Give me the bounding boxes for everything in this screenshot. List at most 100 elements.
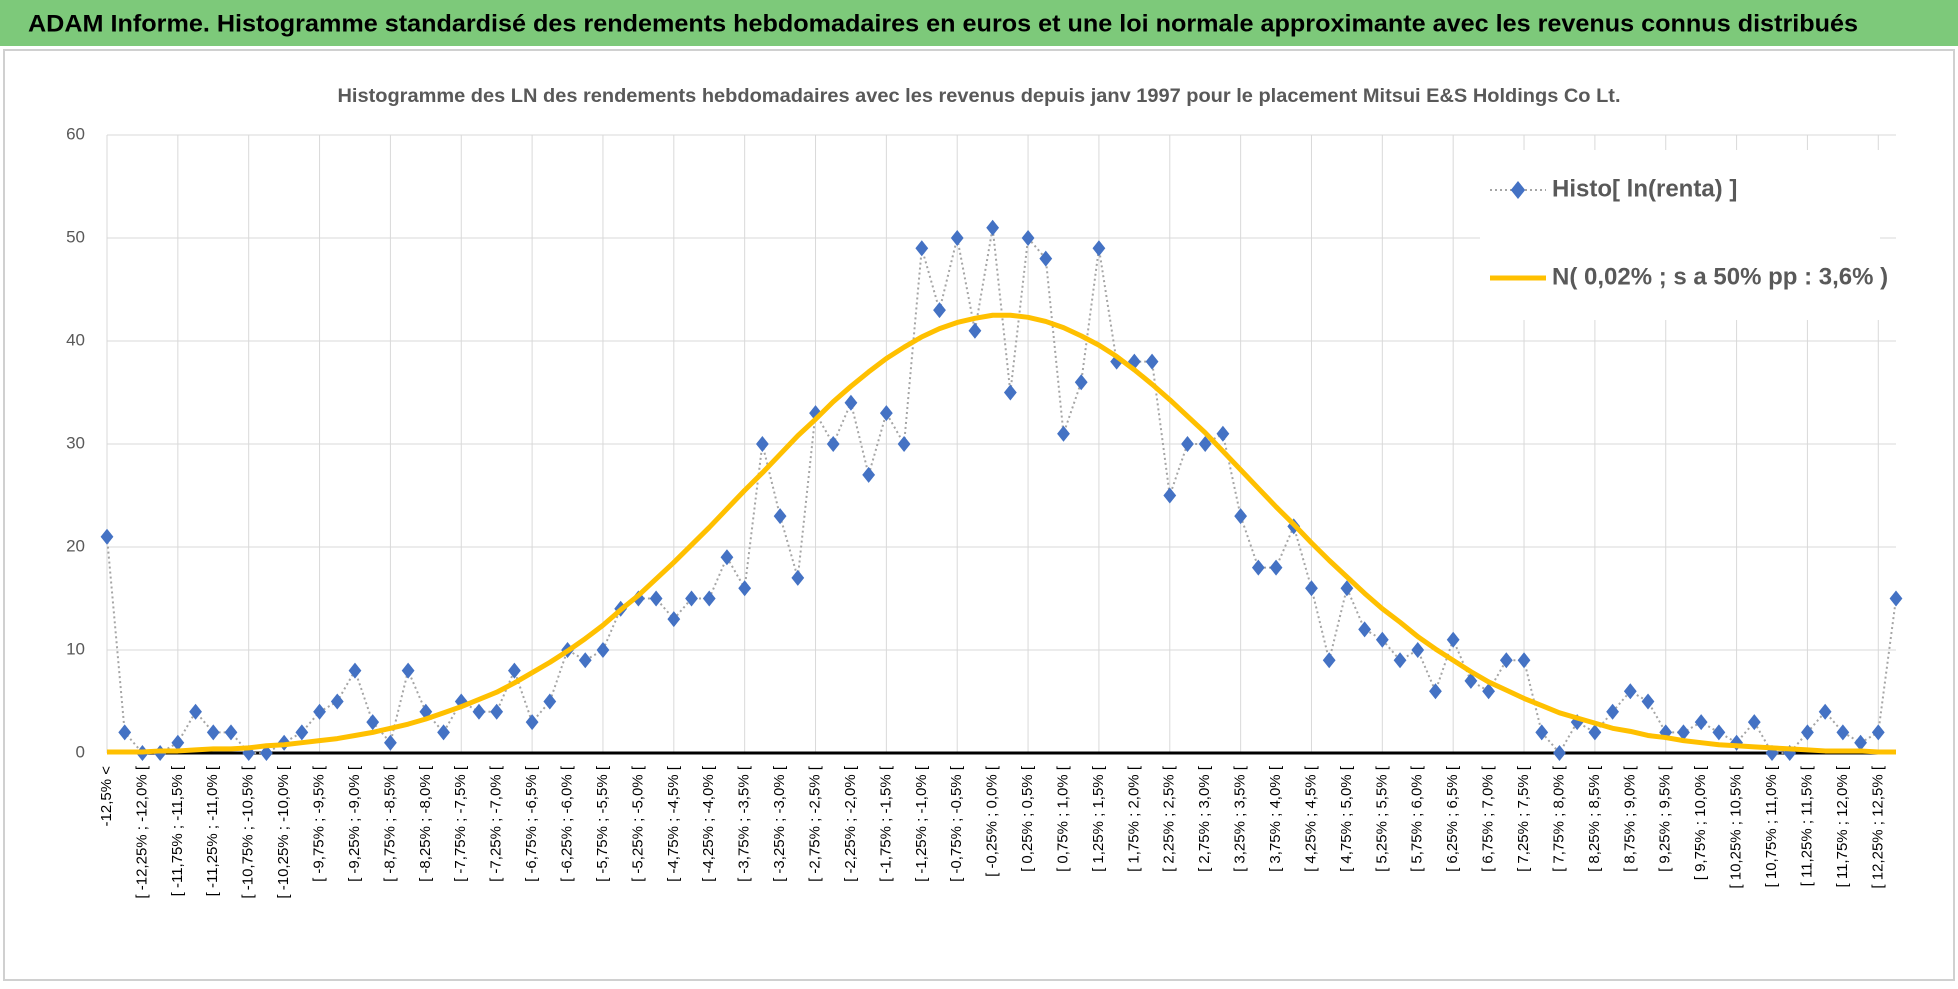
data-point <box>667 611 681 628</box>
data-point <box>260 745 273 761</box>
x-tick-label: [ -7,25% ; -7,0% [ <box>488 765 505 882</box>
x-tick-label: [ 6,25% ; 6,5% [ <box>1444 765 1461 872</box>
x-tick-label: [ -10,25% ; -10,0% [ <box>275 765 292 898</box>
data-point <box>348 662 362 679</box>
x-tick-label: [ 5,75% ; 6,0% [ <box>1409 765 1426 872</box>
data-point <box>649 590 663 607</box>
data-point <box>1269 559 1283 576</box>
legend-marker <box>1510 181 1526 199</box>
x-tick-label: [ -11,75% ; -11,5% [ <box>169 765 186 896</box>
series-line <box>107 312 1896 755</box>
x-tick-label: [ -0,75% ; -0,5% [ <box>948 765 965 882</box>
data-point <box>472 703 486 720</box>
data-point <box>1393 652 1407 669</box>
data-point <box>826 436 840 452</box>
x-tick-label: [ -6,25% ; -6,0% [ <box>559 765 576 882</box>
data-point <box>1517 652 1531 669</box>
x-tick-label: [ 8,25% ; 8,5% [ <box>1586 765 1603 872</box>
data-point <box>879 405 893 422</box>
x-tick-label: [ 10,75% ; 11,0% [ <box>1763 765 1780 887</box>
x-tick-label: [ -3,75% ; -3,5% [ <box>736 765 753 882</box>
data-point <box>295 724 309 741</box>
data-point <box>1570 714 1584 731</box>
x-tick-label: -12,5% < <box>98 766 115 827</box>
data-point <box>933 302 946 319</box>
data-point <box>384 734 397 751</box>
data-point <box>755 436 769 452</box>
data-point <box>1535 724 1549 741</box>
data-point <box>1322 652 1336 669</box>
x-tick-label: [ 11,75% ; 12,0% [ <box>1834 765 1851 887</box>
y-tick-label: 30 <box>66 433 85 452</box>
y-tick-label: 40 <box>66 330 85 349</box>
data-point <box>685 590 698 607</box>
data-point <box>1818 703 1832 720</box>
y-tick-label: 50 <box>66 227 85 246</box>
data-point <box>1198 436 1212 452</box>
x-tick-label: [ 12,25% ; 12,5% [ <box>1869 765 1886 888</box>
data-point <box>1836 724 1850 741</box>
x-tick-label: [ -8,25% ; -8,0% [ <box>417 765 434 882</box>
data-point <box>1854 734 1867 751</box>
page-title: ADAM Informe. Histogramme standardisé de… <box>28 10 1858 37</box>
x-tick-label: [ -10,75% ; -10,5% [ <box>240 765 257 898</box>
x-tick-label: [ 4,75% ; 5,0% [ <box>1338 765 1355 872</box>
x-tick-label: [ 1,25% ; 1,5% [ <box>1090 765 1107 872</box>
x-tick-label: [ 8,75% ; 9,0% [ <box>1621 765 1638 872</box>
x-tick-label: [ -5,75% ; -5,5% [ <box>594 765 611 882</box>
x-tick-label: [ -6,75% ; -6,5% [ <box>523 765 540 882</box>
data-point <box>862 466 876 483</box>
data-point <box>1623 683 1637 700</box>
data-point <box>897 436 911 452</box>
x-tick-label: [ 6,75% ; 7,0% [ <box>1480 765 1497 872</box>
data-point <box>844 394 858 411</box>
data-point <box>915 240 929 257</box>
x-tick-label: [ -5,25% ; -5,0% [ <box>629 765 646 882</box>
data-point <box>330 693 344 710</box>
data-point <box>578 652 592 669</box>
data-point <box>702 590 716 607</box>
data-point <box>224 724 238 741</box>
x-tick-label: [ 7,75% ; 8,0% [ <box>1550 765 1567 872</box>
data-point <box>1606 703 1619 720</box>
data-point <box>189 703 202 720</box>
x-tick-label: [ -9,75% ; -9,5% [ <box>311 765 328 882</box>
x-tick-label: [ -1,25% ; -1,0% [ <box>913 765 930 882</box>
data-point <box>738 580 752 597</box>
data-point <box>720 549 734 566</box>
legend-label: N( 0,02% ; s a 50% pp : 3,6% ) <box>1552 263 1888 290</box>
data-point <box>773 508 787 525</box>
data-point <box>1234 508 1248 525</box>
data-point <box>1553 745 1566 761</box>
data-point <box>206 724 220 741</box>
data-point <box>986 219 1000 236</box>
data-point <box>1889 590 1903 607</box>
data-point <box>118 724 132 741</box>
data-point <box>1003 384 1017 401</box>
data-point <box>1145 353 1159 370</box>
x-tick-label: [ -4,75% ; -4,5% [ <box>665 765 682 882</box>
x-tick-label: [ 2,75% ; 3,0% [ <box>1196 765 1213 872</box>
data-point <box>1747 714 1761 731</box>
data-point <box>1181 436 1194 452</box>
data-point <box>313 703 326 720</box>
x-tick-label: [ 0,25% ; 0,5% [ <box>1019 765 1036 872</box>
x-tick-label: [ -12,25% ; -12,0% [ <box>133 765 150 898</box>
x-tick-label: [ 4,25% ; 4,5% [ <box>1302 765 1319 872</box>
data-point <box>366 714 380 731</box>
data-point <box>1783 745 1797 761</box>
data-point <box>596 642 610 658</box>
data-point <box>1021 230 1035 246</box>
y-tick-label: 10 <box>66 639 85 658</box>
data-point <box>100 528 114 545</box>
x-tick-label: [ 2,25% ; 2,5% [ <box>1161 765 1178 872</box>
data-point <box>1871 724 1885 741</box>
x-tick-label: [ 1,75% ; 2,0% [ <box>1125 765 1142 872</box>
series-line <box>106 226 1897 754</box>
data-point <box>507 662 521 679</box>
data-point <box>1127 353 1141 370</box>
data-point <box>1765 745 1779 761</box>
x-tick-label: [ -9,25% ; -9,0% [ <box>346 765 363 882</box>
